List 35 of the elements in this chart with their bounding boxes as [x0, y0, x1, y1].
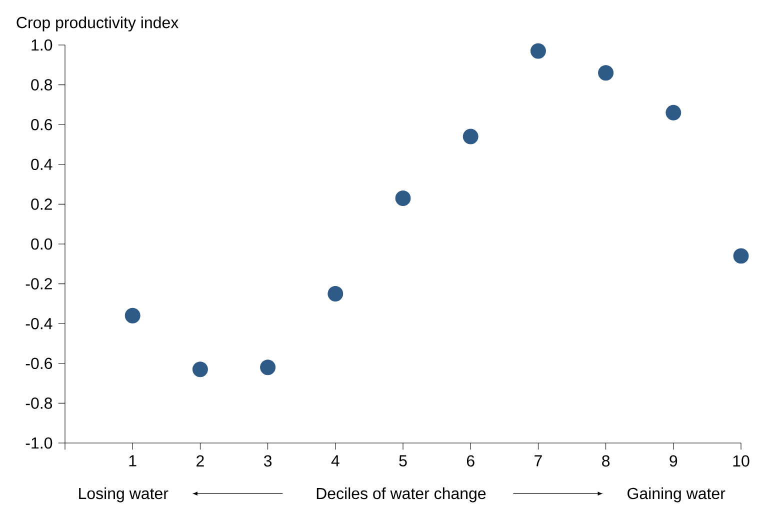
point [733, 248, 749, 264]
y-tick-label: -0.4 [26, 318, 52, 330]
x-tick-label: 4 [331, 455, 340, 466]
x-tick-label: 8 [602, 455, 610, 467]
point [124, 308, 140, 324]
x-axis-title: Deciles of water change [316, 488, 486, 502]
x-tick-label: 2 [196, 455, 204, 467]
text: Gaining water [628, 488, 726, 502]
y-tick-label: 0.4 [31, 158, 52, 170]
x-tick-label: 1 [129, 455, 136, 466]
x-tick-label: 6 [466, 455, 474, 467]
y-tick-label: -0.8 [26, 398, 52, 410]
point [395, 190, 411, 206]
point [462, 128, 478, 144]
y-axis-title: Crop productivity index [16, 16, 178, 32]
y-tick-label: 0.2 [31, 198, 52, 210]
y-tick-label: 1.0 [32, 40, 52, 51]
y-tick-label: 0.8 [31, 79, 52, 91]
x-tick-label: 10 [733, 455, 750, 467]
y-tick-label: -0.6 [26, 358, 52, 370]
point [192, 362, 208, 378]
y-tick-label: 0.0 [31, 238, 52, 250]
point [260, 360, 276, 376]
point [328, 286, 344, 302]
point [530, 43, 546, 59]
x-tick-label: 7 [534, 455, 542, 466]
x-tick-label: 5 [399, 455, 407, 467]
point [598, 65, 614, 81]
point [666, 105, 682, 121]
y-tick-label: -1.0 [26, 438, 52, 449]
y-tick-label: -0.2 [26, 278, 52, 290]
x-tick-label: 9 [670, 455, 678, 467]
y-tick-label: 0.6 [31, 119, 52, 130]
text: Losing water [79, 488, 168, 502]
x-tick-label: 3 [264, 455, 272, 467]
